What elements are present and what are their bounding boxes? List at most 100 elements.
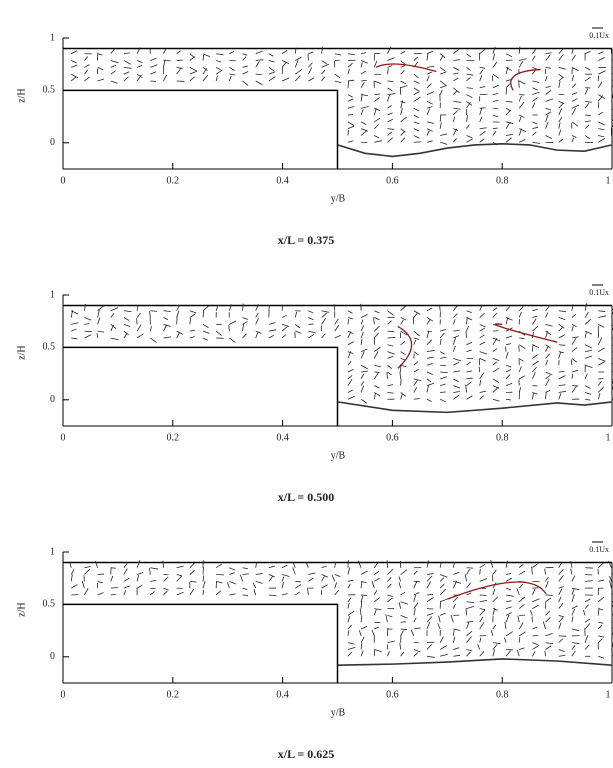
velocity-vector [439, 636, 444, 643]
velocity-vector [453, 72, 459, 75]
y-tick-label: 1 [50, 546, 55, 557]
velocity-vector [426, 349, 435, 352]
velocity-vector [426, 560, 430, 568]
velocity-vector [360, 636, 365, 643]
velocity-vector [347, 602, 350, 609]
velocity-vector [584, 373, 588, 379]
velocity-vector [453, 49, 459, 55]
velocity-vector [150, 57, 157, 61]
velocity-vector [360, 600, 363, 609]
velocity-vector [387, 94, 390, 102]
velocity-vector [453, 571, 460, 575]
velocity-vector [373, 561, 379, 568]
velocity-vector [123, 66, 132, 69]
velocity-vector [598, 347, 605, 352]
velocity-vector [479, 305, 483, 311]
velocity-vector [608, 560, 612, 568]
velocity-vector [253, 589, 257, 596]
velocity-vector [413, 608, 416, 616]
velocity-vector [518, 604, 525, 609]
velocity-vector [611, 141, 613, 143]
velocity-vector [453, 370, 461, 373]
velocity-vector [347, 68, 350, 75]
velocity-vector [359, 630, 362, 636]
velocity-vector [374, 310, 380, 314]
velocity-vector [426, 581, 432, 589]
velocity-vector [176, 575, 183, 582]
velocity-vector [426, 371, 433, 376]
velocity-vector [466, 87, 473, 89]
velocity-vector [360, 60, 368, 64]
velocity-vector [228, 324, 230, 332]
velocity-vector [268, 576, 274, 582]
velocity-vector [584, 311, 589, 318]
velocity-vector [268, 574, 275, 578]
velocity-vector [545, 610, 551, 616]
velocity-vector [255, 312, 259, 318]
velocity-vector [479, 312, 485, 318]
velocity-vector [242, 333, 247, 339]
velocity-vector [255, 61, 260, 68]
y-axis-label: z/H [16, 602, 27, 616]
velocity-vector [532, 563, 538, 569]
velocity-vector [492, 84, 499, 89]
velocity-vector [255, 330, 262, 334]
velocity-vector [505, 606, 512, 609]
velocity-vector [400, 351, 406, 355]
velocity-vector [532, 642, 538, 645]
velocity-vector [466, 135, 473, 139]
velocity-vector [570, 561, 573, 568]
velocity-vector [571, 92, 578, 95]
velocity-vector [373, 393, 376, 400]
velocity-vector [532, 55, 536, 61]
velocity-vector [84, 334, 92, 339]
velocity-vector [545, 85, 551, 89]
velocity-vector [492, 107, 499, 110]
velocity-vector [202, 330, 210, 334]
x-tick-label: 0.2 [167, 432, 180, 443]
velocity-vector [426, 382, 435, 387]
velocity-vector [558, 122, 561, 129]
velocity-vector [439, 351, 445, 355]
velocity-vector [347, 94, 353, 98]
velocity-vector [558, 568, 564, 575]
velocity-vector [123, 563, 128, 568]
velocity-vector [439, 55, 444, 61]
velocity-vector [585, 114, 591, 117]
velocity-vector [413, 107, 420, 112]
velocity-vector [294, 69, 302, 75]
velocity-vector [558, 47, 565, 54]
velocity-vector [176, 305, 180, 311]
velocity-vector [216, 580, 223, 584]
velocity-vector [347, 125, 355, 130]
velocity-vector [426, 106, 433, 109]
velocity-vector [242, 53, 248, 56]
velocity-vector [529, 610, 533, 616]
velocity-vector [189, 76, 195, 82]
velocity-vector [453, 87, 460, 94]
velocity-vector [308, 572, 316, 575]
velocity-vector [176, 574, 182, 577]
velocity-vector [292, 562, 296, 568]
velocity-vector [374, 107, 381, 112]
velocity-vector [492, 358, 500, 362]
velocity-vector [466, 53, 472, 58]
velocity-vector [453, 59, 461, 61]
velocity-vector [558, 561, 563, 568]
velocity-vector [492, 608, 499, 611]
velocity-vector [492, 569, 497, 575]
velocity-vector [545, 359, 549, 366]
velocity-vector [453, 654, 461, 657]
velocity-vector [347, 341, 354, 346]
velocity-vector [321, 333, 326, 339]
velocity-vector [398, 602, 402, 609]
velocity-vector [373, 372, 379, 380]
velocity-vector [373, 590, 378, 596]
velocity-vector [571, 575, 576, 582]
velocity-vector [453, 385, 461, 389]
velocity-vector [611, 94, 613, 102]
velocity-vector [545, 374, 551, 380]
velocity-vector [400, 393, 403, 400]
velocity-vector [597, 624, 603, 630]
velocity-vector [215, 563, 222, 569]
